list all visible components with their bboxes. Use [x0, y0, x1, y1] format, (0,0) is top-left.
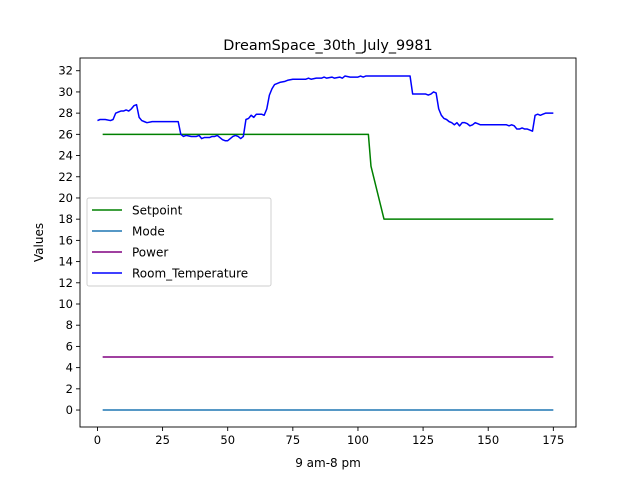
y-axis-label: Values — [32, 223, 46, 262]
y-tick-label: 16 — [58, 233, 73, 247]
legend: Setpoint Mode Power Room_Temperature — [86, 197, 272, 287]
y-tick-label: 4 — [66, 361, 73, 375]
x-tick-label: 75 — [286, 433, 301, 447]
y-tick-label: 18 — [58, 212, 73, 226]
y-tick-label: 20 — [58, 191, 73, 205]
x-tick-label: 125 — [412, 433, 434, 447]
series-line-setpoint — [102, 133, 554, 220]
plot-area-frame — [79, 57, 577, 428]
series-layer — [97, 75, 554, 411]
y-tick-label: 10 — [58, 297, 73, 311]
legend-label-room-temperature: Room_Temperature — [132, 267, 248, 281]
y-tick-label: 32 — [58, 64, 73, 78]
x-axis-label: 9 am-8 pm — [295, 456, 361, 470]
legend-label-power: Power — [132, 246, 168, 260]
axes-layer: 0 25 50 75 100 125 150 175024681012141618202224… — [58, 64, 564, 447]
y-tick-label: 8 — [66, 318, 73, 332]
series-line-room-temperature — [97, 75, 554, 142]
legend-box — [86, 197, 272, 287]
legend-label-setpoint: Setpoint — [132, 204, 183, 218]
x-tick-label: 175 — [542, 433, 564, 447]
x-tick-label: 150 — [477, 433, 499, 447]
chart-title: DreamSpace_30th_July_9981 — [223, 38, 432, 54]
y-tick-label: 28 — [58, 106, 73, 120]
y-tick-label: 14 — [58, 255, 73, 269]
x-tick-label: 25 — [155, 433, 170, 447]
legend-label-mode: Mode — [132, 225, 165, 239]
y-tick-label: 12 — [58, 276, 73, 290]
y-tick-label: 26 — [58, 127, 73, 141]
y-tick-label: 0 — [66, 403, 73, 417]
y-tick-label: 24 — [58, 149, 73, 163]
legend-entries: Setpoint Mode Power Room_Temperature — [92, 204, 248, 281]
x-tick-label: 100 — [347, 433, 369, 447]
y-tick-label: 30 — [58, 85, 73, 99]
y-tick-label: 6 — [66, 339, 73, 353]
x-tick-label: 50 — [220, 433, 235, 447]
y-tick-label: 2 — [66, 382, 73, 396]
x-tick-label: 0 — [94, 433, 101, 447]
y-tick-label: 22 — [58, 170, 73, 184]
